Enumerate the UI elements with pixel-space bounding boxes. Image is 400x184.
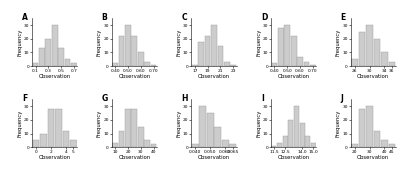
Bar	[207, 113, 214, 147]
Bar	[65, 59, 70, 66]
Bar	[304, 62, 309, 66]
Text: A: A	[22, 13, 28, 22]
Y-axis label: Frequency: Frequency	[256, 29, 261, 56]
Bar	[39, 48, 45, 66]
Text: I: I	[261, 94, 264, 103]
Bar	[200, 106, 206, 147]
X-axis label: Observation: Observation	[39, 74, 71, 79]
Bar	[381, 52, 388, 66]
Bar	[205, 36, 210, 66]
X-axis label: Observation: Observation	[118, 155, 150, 160]
Y-axis label: Frequency: Frequency	[336, 110, 341, 137]
Bar	[55, 109, 62, 147]
Bar	[192, 144, 199, 147]
Bar	[366, 25, 373, 66]
Y-axis label: Frequency: Frequency	[97, 29, 102, 56]
Y-axis label: Frequency: Frequency	[336, 29, 341, 56]
Bar	[151, 144, 156, 147]
Bar	[283, 136, 288, 147]
Text: D: D	[261, 13, 267, 22]
Bar	[374, 131, 380, 147]
Bar	[40, 134, 47, 147]
Bar	[300, 123, 304, 147]
Y-axis label: Frequency: Frequency	[176, 29, 182, 56]
Bar	[214, 127, 221, 147]
Bar	[272, 146, 276, 147]
Bar	[33, 140, 40, 147]
Bar	[374, 39, 380, 66]
Bar	[198, 42, 204, 66]
Bar	[138, 52, 144, 66]
Bar	[71, 63, 77, 66]
Bar	[311, 143, 316, 147]
Text: C: C	[181, 13, 187, 22]
Bar	[46, 39, 51, 66]
X-axis label: Observation: Observation	[357, 155, 389, 160]
Bar	[305, 136, 310, 147]
Bar	[366, 106, 373, 147]
Text: B: B	[102, 13, 107, 22]
Y-axis label: Frequency: Frequency	[256, 110, 261, 137]
Y-axis label: Frequency: Frequency	[176, 110, 182, 137]
Bar	[294, 106, 299, 147]
Bar	[229, 144, 236, 147]
Bar	[278, 28, 284, 66]
Bar	[192, 65, 198, 66]
Bar	[62, 131, 69, 147]
X-axis label: Observation: Observation	[118, 74, 150, 79]
Text: F: F	[22, 94, 27, 103]
Bar	[218, 46, 223, 66]
X-axis label: Observation: Observation	[39, 155, 71, 160]
Bar	[272, 63, 277, 66]
X-axis label: Observation: Observation	[198, 155, 230, 160]
Bar	[288, 120, 293, 147]
X-axis label: Observation: Observation	[278, 155, 310, 160]
Bar	[381, 140, 388, 147]
Bar	[132, 36, 137, 66]
Y-axis label: Frequency: Frequency	[97, 110, 102, 137]
Bar	[310, 65, 316, 66]
Bar	[112, 63, 118, 66]
Bar	[52, 25, 58, 66]
Bar	[125, 109, 131, 147]
Bar	[222, 140, 228, 147]
Bar	[138, 127, 144, 147]
Bar	[211, 25, 217, 66]
Bar	[144, 140, 150, 147]
Bar	[70, 140, 77, 147]
Bar	[277, 143, 282, 147]
Bar	[144, 62, 150, 66]
Bar	[351, 144, 358, 147]
Bar	[359, 109, 366, 147]
Bar	[119, 36, 124, 66]
Y-axis label: Frequency: Frequency	[17, 29, 22, 56]
Bar	[119, 131, 124, 147]
Bar	[224, 62, 230, 66]
X-axis label: Observation: Observation	[198, 74, 230, 79]
Bar	[388, 62, 395, 66]
Bar	[151, 65, 156, 66]
Bar	[388, 144, 395, 147]
Bar	[33, 63, 38, 66]
Text: E: E	[340, 13, 346, 22]
Bar	[297, 56, 303, 66]
Bar	[284, 25, 290, 66]
Bar	[48, 109, 54, 147]
X-axis label: Observation: Observation	[357, 74, 389, 79]
Bar	[291, 36, 296, 66]
Bar	[58, 48, 64, 66]
Bar	[230, 65, 236, 66]
Bar	[132, 109, 137, 147]
Bar	[351, 59, 358, 66]
X-axis label: Observation: Observation	[278, 74, 310, 79]
Bar	[359, 32, 366, 66]
Bar	[112, 143, 118, 147]
Y-axis label: Frequency: Frequency	[17, 110, 22, 137]
Bar	[125, 25, 131, 66]
Text: J: J	[340, 94, 343, 103]
Text: G: G	[102, 94, 108, 103]
Text: H: H	[181, 94, 188, 103]
